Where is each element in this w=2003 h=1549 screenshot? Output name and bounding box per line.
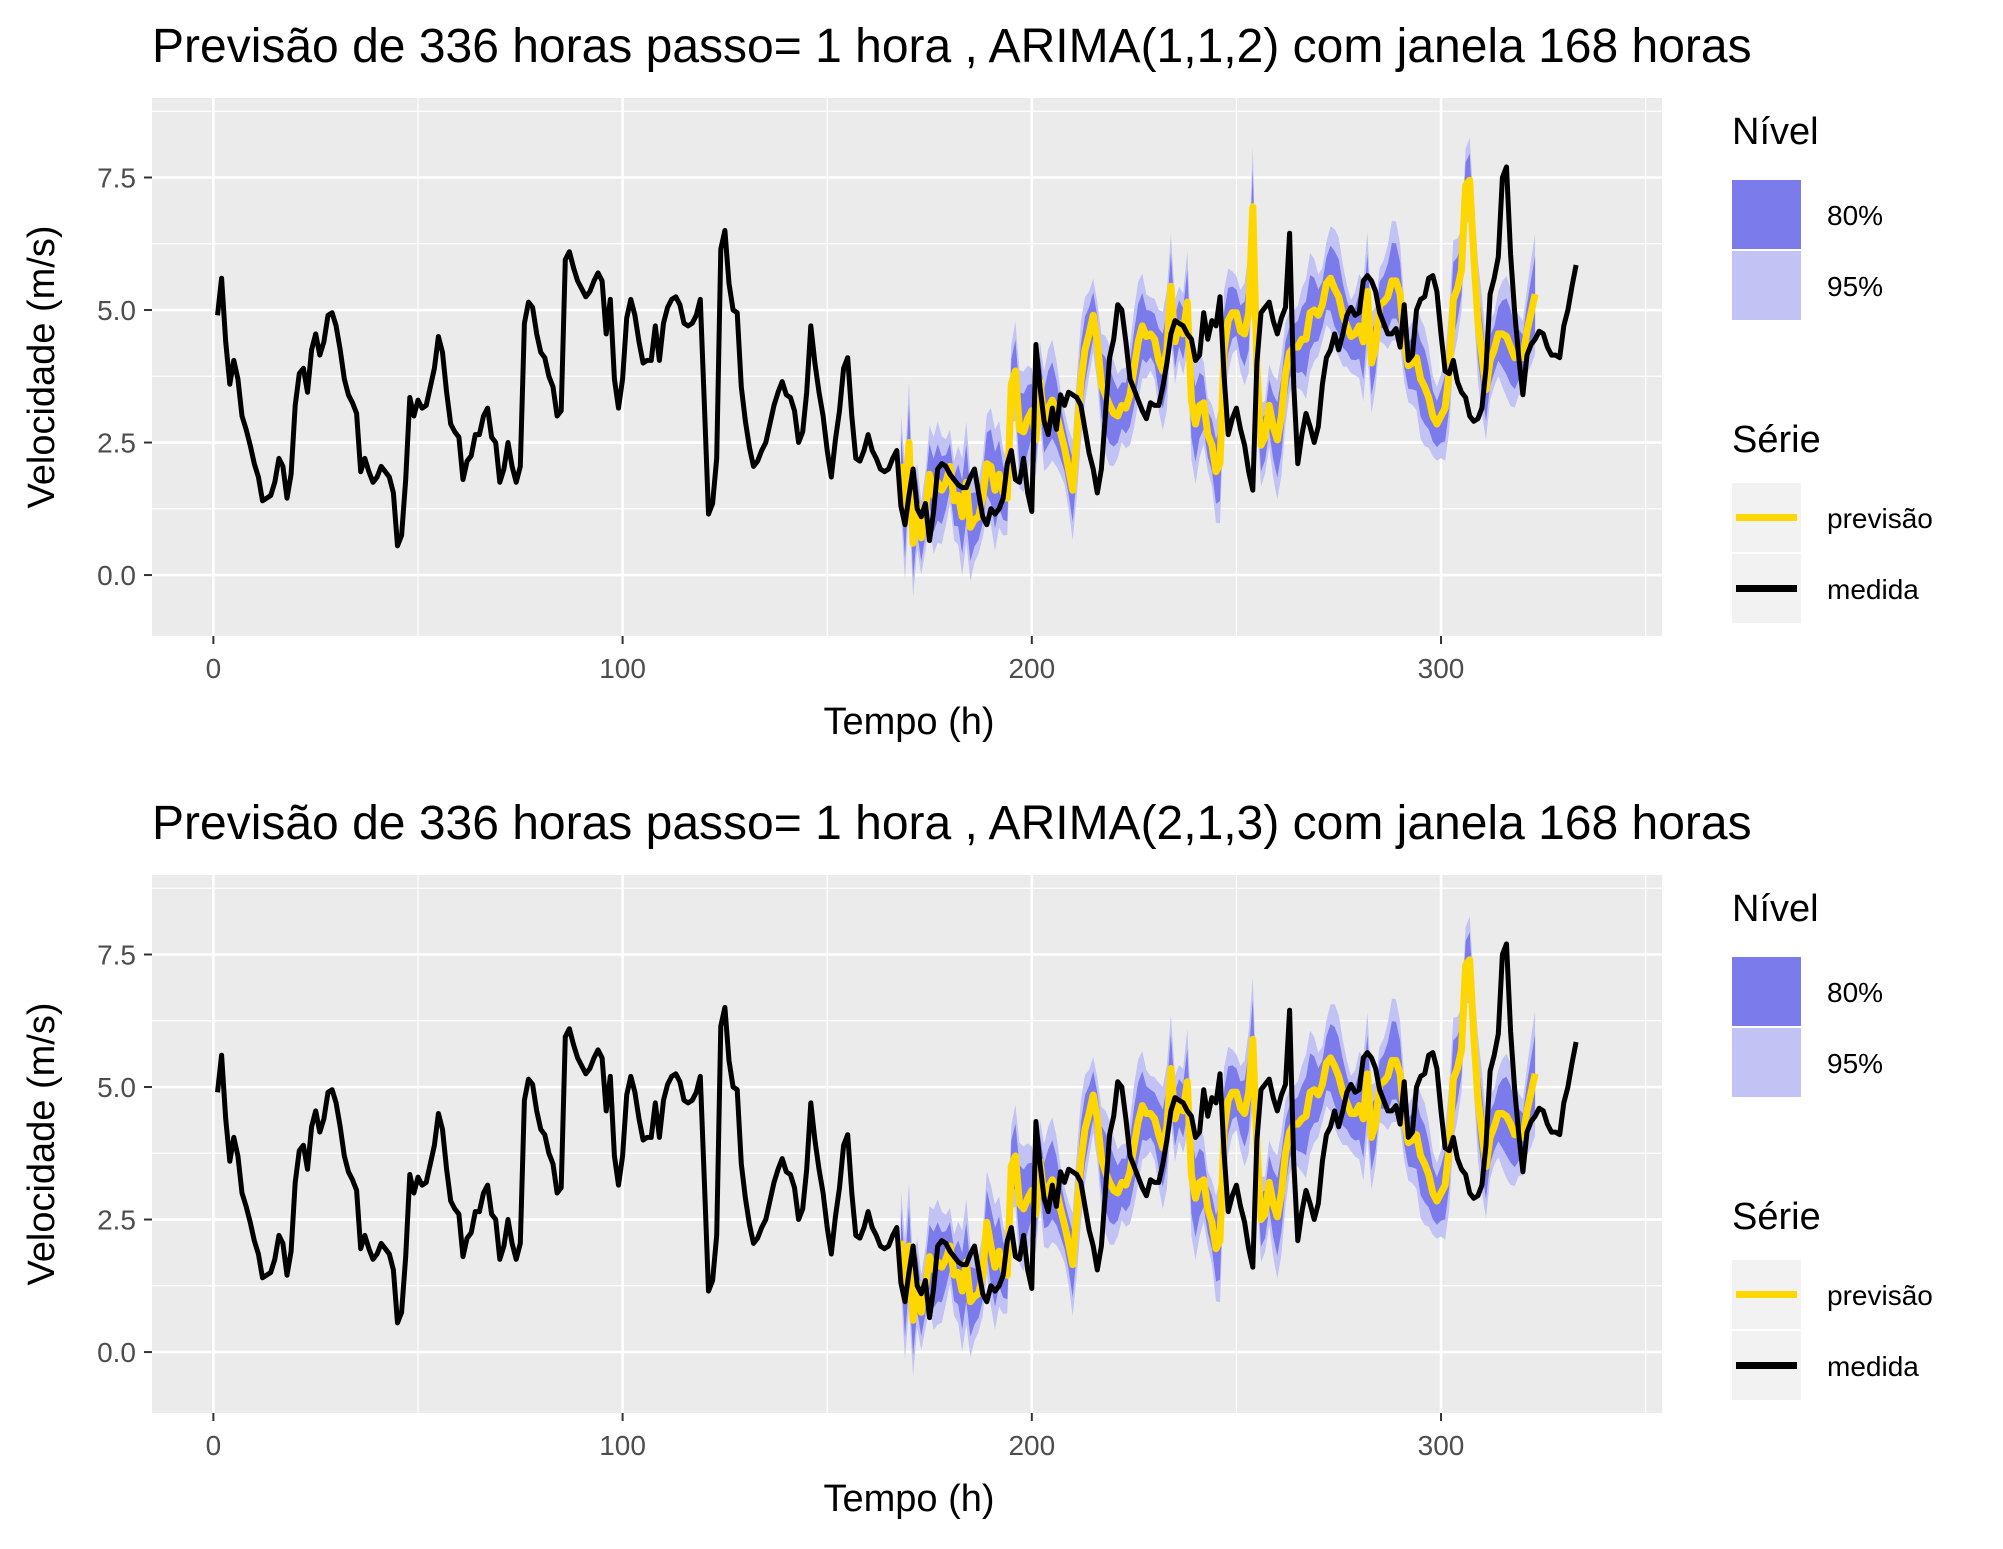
- x-tick-label: 100: [599, 653, 646, 684]
- legend-swatch-80: [1732, 180, 1801, 249]
- chart-panel-2: Previsão de 336 horas passo= 1 hora , AR…: [21, 797, 1933, 1520]
- y-axis-title: Velocidade (m/s): [21, 1002, 63, 1285]
- legend: Nível 80% 95% Série previsão medida: [1732, 111, 1933, 623]
- legend-title-nivel: Nível: [1732, 888, 1819, 930]
- chart-title: Previsão de 336 horas passo= 1 hora , AR…: [152, 20, 1752, 73]
- x-axis-title: Tempo (h): [823, 1478, 994, 1520]
- series-previsao-line: [897, 176, 1539, 547]
- y-tick-label: 5.0: [97, 1072, 136, 1103]
- x-tick-label: 200: [1008, 653, 1055, 684]
- y-tick-label: 0.0: [97, 1337, 136, 1368]
- legend-label-medida: medida: [1827, 574, 1919, 605]
- x-axis-title: Tempo (h): [823, 701, 994, 743]
- y-tick-label: 7.5: [97, 940, 136, 971]
- legend-label-95: 95%: [1827, 1048, 1883, 1079]
- y-axis-title: Velocidade (m/s): [21, 225, 63, 508]
- x-tick-label: 300: [1418, 1430, 1465, 1461]
- y-tick-label: 0.0: [97, 560, 136, 591]
- legend-label-medida: medida: [1827, 1351, 1919, 1382]
- y-tick-label: 2.5: [97, 1205, 136, 1236]
- legend-label-previsao: previsão: [1827, 503, 1933, 534]
- series-medida-line: [215, 941, 1579, 1326]
- legend-title-nivel: Nível: [1732, 111, 1819, 153]
- chart-title: Previsão de 336 horas passo= 1 hora , AR…: [152, 797, 1752, 850]
- legend-label-95: 95%: [1827, 271, 1883, 302]
- legend-label-80: 80%: [1827, 977, 1883, 1008]
- y-tick-label: 5.0: [97, 295, 136, 326]
- x-tick-label: 0: [206, 653, 222, 684]
- legend: Nível 80% 95% Série previsão medida: [1732, 888, 1933, 1400]
- chart-panel-1: Previsão de 336 horas passo= 1 hora , AR…: [21, 20, 1933, 743]
- legend-label-previsao: previsão: [1827, 1280, 1933, 1311]
- x-tick-label: 0: [206, 1430, 222, 1461]
- x-tick-label: 300: [1418, 653, 1465, 684]
- y-tick-label: 2.5: [97, 428, 136, 459]
- legend-label-80: 80%: [1827, 200, 1883, 231]
- x-tick-label: 100: [599, 1430, 646, 1461]
- legend-swatch-95: [1732, 1028, 1801, 1097]
- legend-title-serie: Série: [1732, 1196, 1821, 1238]
- legend-swatch-80: [1732, 957, 1801, 1026]
- series-previsao-line: [897, 956, 1539, 1324]
- y-tick-label: 7.5: [97, 163, 136, 194]
- legend-swatch-95: [1732, 251, 1801, 320]
- series-medida-line: [215, 164, 1579, 549]
- legend-title-serie: Série: [1732, 419, 1821, 461]
- x-tick-label: 200: [1008, 1430, 1055, 1461]
